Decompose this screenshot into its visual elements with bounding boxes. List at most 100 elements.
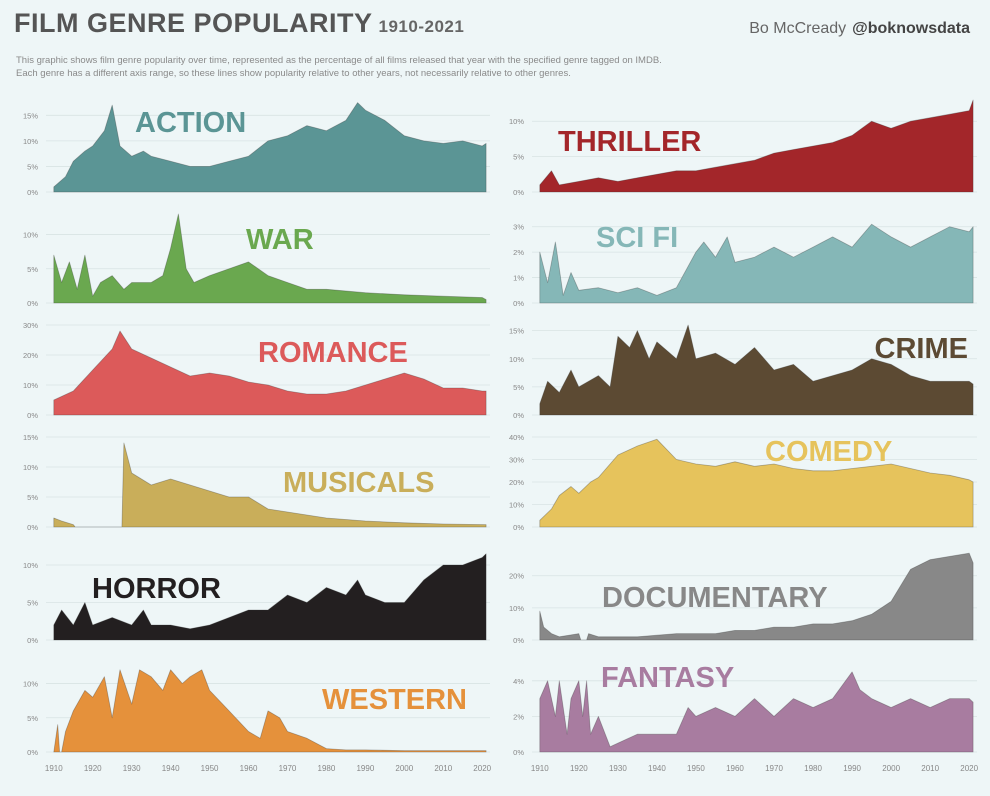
chart-romance: 0% 10% 20% 30% ROMANCE xyxy=(23,321,490,420)
genre-label-war: WAR xyxy=(246,224,314,256)
y-tick-label: 5% xyxy=(513,153,524,162)
y-tick-label: 10% xyxy=(23,381,38,390)
genre-label-action: ACTION xyxy=(135,107,246,139)
x-tick-label: 1930 xyxy=(123,764,141,773)
genre-label-romance: ROMANCE xyxy=(258,337,408,369)
chart-war: 0% 5% 10% WAR xyxy=(23,213,490,308)
x-tick-label: 1990 xyxy=(843,764,861,773)
y-tick-label: 10% xyxy=(509,355,524,364)
y-tick-label: 20% xyxy=(509,572,524,581)
chart-horror: 0% 5% 10% HORROR xyxy=(23,553,490,645)
series-area-comedy xyxy=(539,438,974,528)
chart-comedy: 0% 10% 20% 30% 40% COMEDY xyxy=(509,433,977,532)
y-tick-label: 0% xyxy=(27,523,38,532)
genre-label-western: WESTERN xyxy=(322,684,467,716)
x-tick-label: 1970 xyxy=(765,764,783,773)
author-handle: @boknowsdata xyxy=(852,20,970,37)
genre-label-musicals: MUSICALS xyxy=(283,467,434,499)
y-tick-label: 10% xyxy=(23,463,38,472)
y-tick-label: 4% xyxy=(513,677,524,686)
y-tick-label: 10% xyxy=(23,231,38,240)
x-tick-label: 1910 xyxy=(45,764,63,773)
chart-thriller: 0% 5% 10% THRILLER xyxy=(509,99,977,197)
chart-fantasy: 0% 2% 4% FANTASY xyxy=(513,662,977,757)
genre-label-comedy: COMEDY xyxy=(765,436,892,468)
x-tick-label: 1990 xyxy=(356,764,374,773)
y-tick-label: 0% xyxy=(27,636,38,645)
description-line-1: This graphic shows film genre popularity… xyxy=(16,55,662,66)
y-tick-label: 3% xyxy=(513,223,524,232)
y-tick-label: 2% xyxy=(513,712,524,721)
series-area-sci-fi xyxy=(539,223,974,304)
y-tick-label: 10% xyxy=(23,137,38,146)
y-tick-label: 15% xyxy=(509,327,524,336)
x-tick-label: 1940 xyxy=(648,764,666,773)
title-year-range: 1910-2021 xyxy=(378,17,465,36)
y-tick-label: 10% xyxy=(509,117,524,126)
x-tick-label: 2020 xyxy=(473,764,491,773)
y-tick-label: 0% xyxy=(513,188,524,197)
chart-crime: 0% 5% 10% 15% CRIME xyxy=(509,324,977,420)
series-area-horror xyxy=(53,553,487,641)
chart-documentary: 0% 10% 20% DOCUMENTARY xyxy=(509,552,977,645)
series-area-action xyxy=(53,102,487,193)
y-tick-label: 5% xyxy=(27,162,38,171)
x-tick-label: 1980 xyxy=(804,764,822,773)
y-tick-label: 0% xyxy=(513,523,524,532)
series-area-war xyxy=(53,213,487,304)
y-tick-label: 10% xyxy=(23,680,38,689)
x-tick-label: 2010 xyxy=(434,764,452,773)
y-tick-label: 0% xyxy=(27,299,38,308)
y-tick-label: 30% xyxy=(23,321,38,330)
genre-label-fantasy: FANTASY xyxy=(601,662,734,694)
y-tick-label: 0% xyxy=(27,188,38,197)
y-tick-label: 1% xyxy=(513,274,524,283)
y-tick-label: 30% xyxy=(509,456,524,465)
y-tick-label: 2% xyxy=(513,248,524,257)
chart-western: 0% 5% 10% WESTERN xyxy=(23,669,490,757)
y-tick-label: 0% xyxy=(513,636,524,645)
x-tick-label: 1960 xyxy=(726,764,744,773)
y-tick-label: 15% xyxy=(23,111,38,120)
x-tick-label: 1920 xyxy=(84,764,102,773)
x-tick-label: 1940 xyxy=(162,764,180,773)
y-tick-label: 0% xyxy=(513,411,524,420)
author-name: Bo McCready xyxy=(749,20,847,37)
series-area-fantasy xyxy=(539,671,974,753)
series-area-documentary xyxy=(539,552,974,641)
y-tick-label: 5% xyxy=(27,599,38,608)
genre-label-documentary: DOCUMENTARY xyxy=(602,582,828,614)
x-tick-label: 1980 xyxy=(318,764,336,773)
x-tick-label: 2000 xyxy=(395,764,413,773)
y-tick-label: 5% xyxy=(27,265,38,274)
y-tick-label: 10% xyxy=(509,501,524,510)
x-tick-label: 1960 xyxy=(240,764,258,773)
y-tick-label: 0% xyxy=(27,411,38,420)
x-tick-label: 1950 xyxy=(687,764,705,773)
x-tick-label: 1920 xyxy=(570,764,588,773)
y-tick-label: 5% xyxy=(27,714,38,723)
genre-label-horror: HORROR xyxy=(92,573,221,605)
x-tick-label: 2020 xyxy=(960,764,978,773)
y-tick-label: 0% xyxy=(27,748,38,757)
y-tick-label: 40% xyxy=(509,433,524,442)
genre-label-thriller: THRILLER xyxy=(558,126,701,158)
x-tick-label: 1910 xyxy=(531,764,549,773)
genre-label-crime: CRIME xyxy=(875,333,968,365)
y-tick-label: 20% xyxy=(509,478,524,487)
y-tick-label: 0% xyxy=(513,299,524,308)
y-tick-label: 10% xyxy=(23,561,38,570)
chart-action: 0% 5% 10% 15% ACTION xyxy=(23,102,490,197)
x-tick-label: 1950 xyxy=(201,764,219,773)
y-tick-label: 10% xyxy=(509,604,524,613)
series-area-musicals xyxy=(53,442,487,528)
series-area-crime xyxy=(539,324,974,416)
genre-label-sci-fi: SCI FI xyxy=(596,222,678,254)
chart-musicals: 0% 5% 10% 15% MUSICALS xyxy=(23,433,490,532)
series-area-thriller xyxy=(539,99,974,193)
page-title: FILM GENRE POPULARITY 1910-2021 xyxy=(14,8,464,39)
x-tick-label: 2000 xyxy=(882,764,900,773)
title-main: FILM GENRE POPULARITY xyxy=(14,8,373,38)
series-area-romance xyxy=(53,330,487,416)
